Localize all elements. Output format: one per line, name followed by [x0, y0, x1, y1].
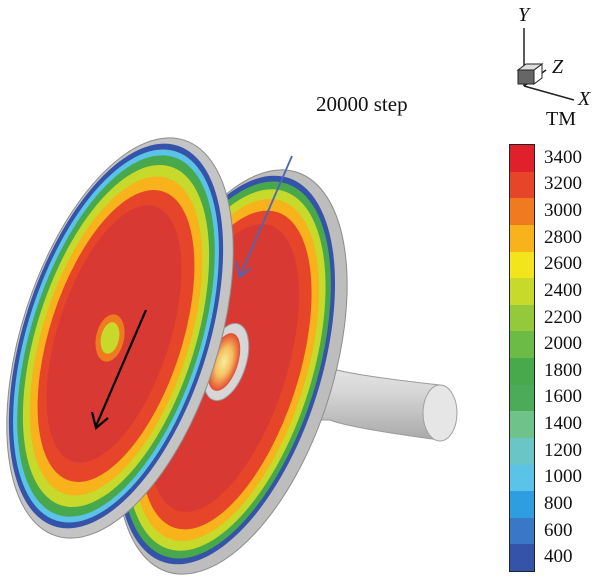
legend-swatch — [510, 384, 534, 412]
legend-swatch — [510, 145, 534, 172]
legend-swatch — [510, 491, 534, 518]
legend-swatch — [510, 464, 534, 492]
nozzle-pipe — [299, 338, 458, 442]
legend-swatch — [510, 304, 534, 332]
legend-swatch — [510, 358, 534, 385]
legend-tick-label: 1200 — [544, 439, 582, 461]
legend-color-bar — [509, 144, 535, 572]
black-arrow — [90, 309, 148, 430]
axis-z-label: Z — [552, 56, 564, 78]
legend-tick-label: 2200 — [544, 306, 582, 328]
legend-swatch — [510, 411, 534, 438]
legend-swatch — [510, 278, 534, 305]
axis-triad — [516, 28, 575, 101]
legend-swatch — [510, 198, 534, 225]
legend-title: TM — [546, 108, 576, 130]
legend-tick-label: 1800 — [544, 359, 582, 381]
front-disk — [6, 137, 234, 539]
legend-swatch — [510, 331, 534, 358]
legend-swatch — [510, 251, 534, 279]
legend-tick-label: 2400 — [544, 279, 582, 301]
legend-swatch — [510, 437, 534, 465]
legend-tick-label: 600 — [544, 519, 573, 541]
legend-tick-label: 1000 — [544, 466, 582, 488]
step-label: 20000 step — [316, 92, 408, 116]
legend-tick-label: 1600 — [544, 386, 582, 408]
legend-swatch — [510, 171, 534, 199]
legend-swatch — [510, 544, 534, 571]
legend-tick-label: 3000 — [544, 200, 582, 222]
legend-swatch — [510, 517, 534, 545]
legend-swatch — [510, 224, 534, 252]
legend-tick-label: 2600 — [544, 253, 582, 275]
axis-y-label: Y — [518, 4, 530, 26]
legend-tick-label: 800 — [544, 492, 573, 514]
blue-arrow — [235, 155, 293, 279]
axis-x-label: X — [578, 88, 591, 110]
legend-tick-label: 1400 — [544, 413, 582, 435]
legend-tick-label: 2800 — [544, 226, 582, 248]
legend-tick-label: 3200 — [544, 173, 582, 195]
legend-tick-label: 3400 — [544, 146, 582, 168]
legend-tick-label: 2000 — [544, 333, 582, 355]
legend-tick-label: 400 — [544, 546, 573, 568]
